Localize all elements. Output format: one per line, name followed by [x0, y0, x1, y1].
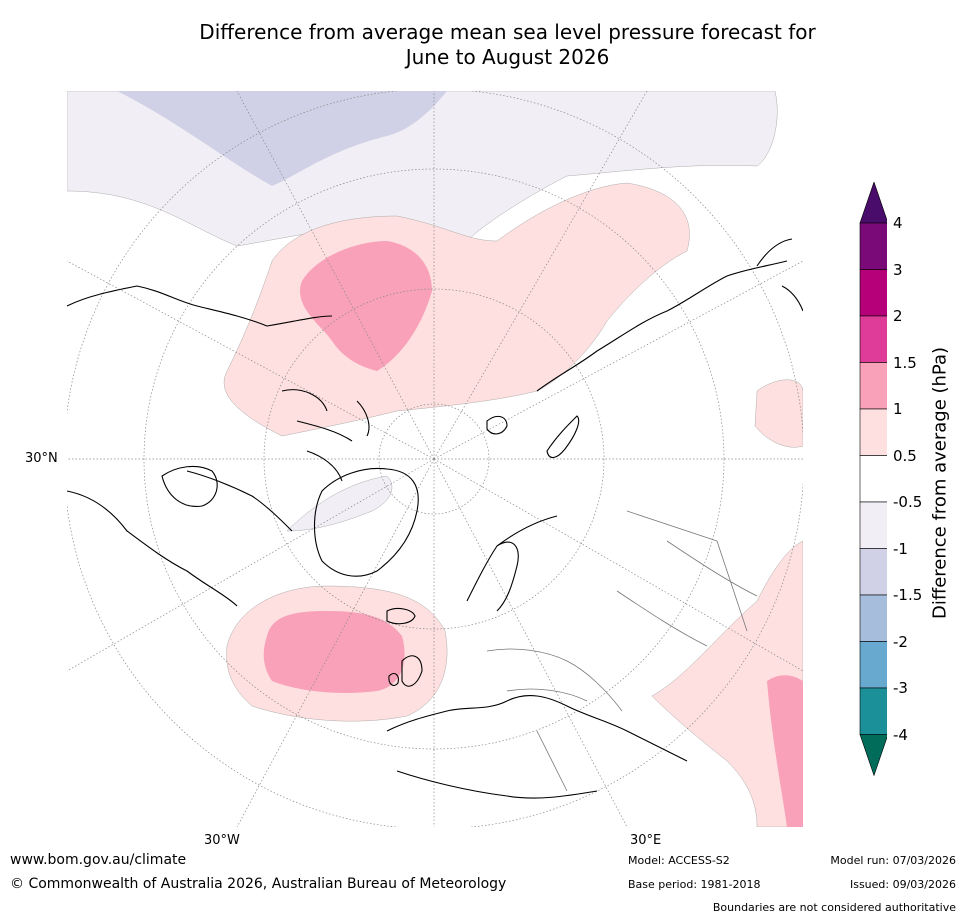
colorbar-title: Difference from average (hPa)	[929, 346, 951, 620]
colorbar-tick-label: 4	[893, 214, 903, 232]
colorbar-extend-under	[859, 734, 887, 777]
colorbar-segment-10	[859, 687, 887, 735]
colorbar-tick-label: -2	[893, 632, 908, 651]
colorbar-tick-label: -4	[893, 725, 908, 744]
north-pacific-low-core	[117, 91, 447, 186]
iceland-coast	[386, 607, 416, 625]
svalbard	[486, 415, 508, 435]
footer-disclaimer: Boundaries are not considered authoritat…	[712, 901, 956, 914]
north-america-coast	[67, 470, 293, 607]
footer-issued: Issued: 09/03/2026	[849, 878, 956, 891]
colorbar-tick-label: 1	[893, 400, 903, 418]
colorbar-segment-4	[859, 408, 887, 456]
colorbar-segment-1	[859, 269, 887, 317]
colorbar-segment-5	[859, 455, 887, 503]
mediterranean	[396, 770, 598, 799]
colorbar-segment-6	[859, 501, 887, 549]
colorbar-tick-label: 3	[893, 260, 903, 279]
lat-label-30n: 30°N	[25, 451, 58, 466]
footer-model-run: Model run: 07/03/2026	[830, 854, 956, 867]
map-title: Difference from average mean sea level p…	[120, 20, 895, 70]
siberia-high-region	[754, 379, 803, 448]
novaya-zemlya	[546, 415, 580, 459]
lon-label-30e: 30°E	[630, 833, 662, 848]
country-borders	[486, 510, 758, 792]
colorbar-tick-label: -1	[893, 539, 908, 558]
colorbar-tick-label: -1.5	[893, 586, 923, 604]
greenland-low-region	[286, 475, 393, 532]
colorbar-extend-over	[859, 182, 887, 224]
colorbar-tick-label: -0.5	[893, 493, 923, 511]
colorbar-tick-label: 2	[893, 307, 903, 325]
central-asia-high-core	[767, 675, 803, 827]
alaska-coast	[67, 285, 333, 327]
kamchatka-coast	[756, 238, 803, 312]
british-isles	[388, 655, 423, 687]
map-svg	[67, 91, 803, 827]
anomaly-fills	[67, 91, 803, 827]
colorbar-tick-label: 0.5	[893, 446, 917, 465]
colorbar-segment-2	[859, 315, 887, 363]
footer-website[interactable]: www.bom.gov.au/climate	[10, 852, 187, 868]
colorbar-svg	[859, 182, 887, 777]
graticule	[67, 91, 803, 827]
title-line-1: Difference from average mean sea level p…	[199, 20, 816, 44]
canadian-archipelago	[281, 389, 370, 482]
hudson-bay	[161, 465, 218, 507]
colorbar-segment-9	[859, 641, 887, 689]
greenland-coast	[314, 467, 419, 577]
north-atlantic-high-core	[263, 611, 405, 693]
greenland-barents-high-region	[223, 182, 690, 437]
colorbar-segment-3	[859, 362, 887, 410]
colorbar-tick-label: -3	[893, 679, 908, 697]
footer-base-period: Base period: 1981-2018	[628, 878, 761, 891]
greenland-barents-high-core	[299, 241, 432, 371]
footer-copyright: © Commonwealth of Australia 2026, Austra…	[10, 876, 507, 892]
colorbar-segment-0	[859, 222, 887, 270]
colorbar-tick-label: 1.5	[893, 353, 917, 372]
europe-coast	[386, 695, 688, 762]
polar-map[interactable]	[67, 91, 803, 827]
title-line-2: June to August 2026	[405, 45, 610, 69]
lon-label-30w: 30°W	[204, 833, 240, 848]
colorbar-segment-8	[859, 594, 887, 642]
scandinavia-coast	[466, 515, 558, 612]
coastlines	[67, 238, 803, 799]
colorbar	[857, 182, 965, 782]
siberia-coast	[536, 260, 788, 392]
colorbar-segment-7	[859, 548, 887, 596]
footer-model: Model: ACCESS-S2	[628, 854, 730, 867]
